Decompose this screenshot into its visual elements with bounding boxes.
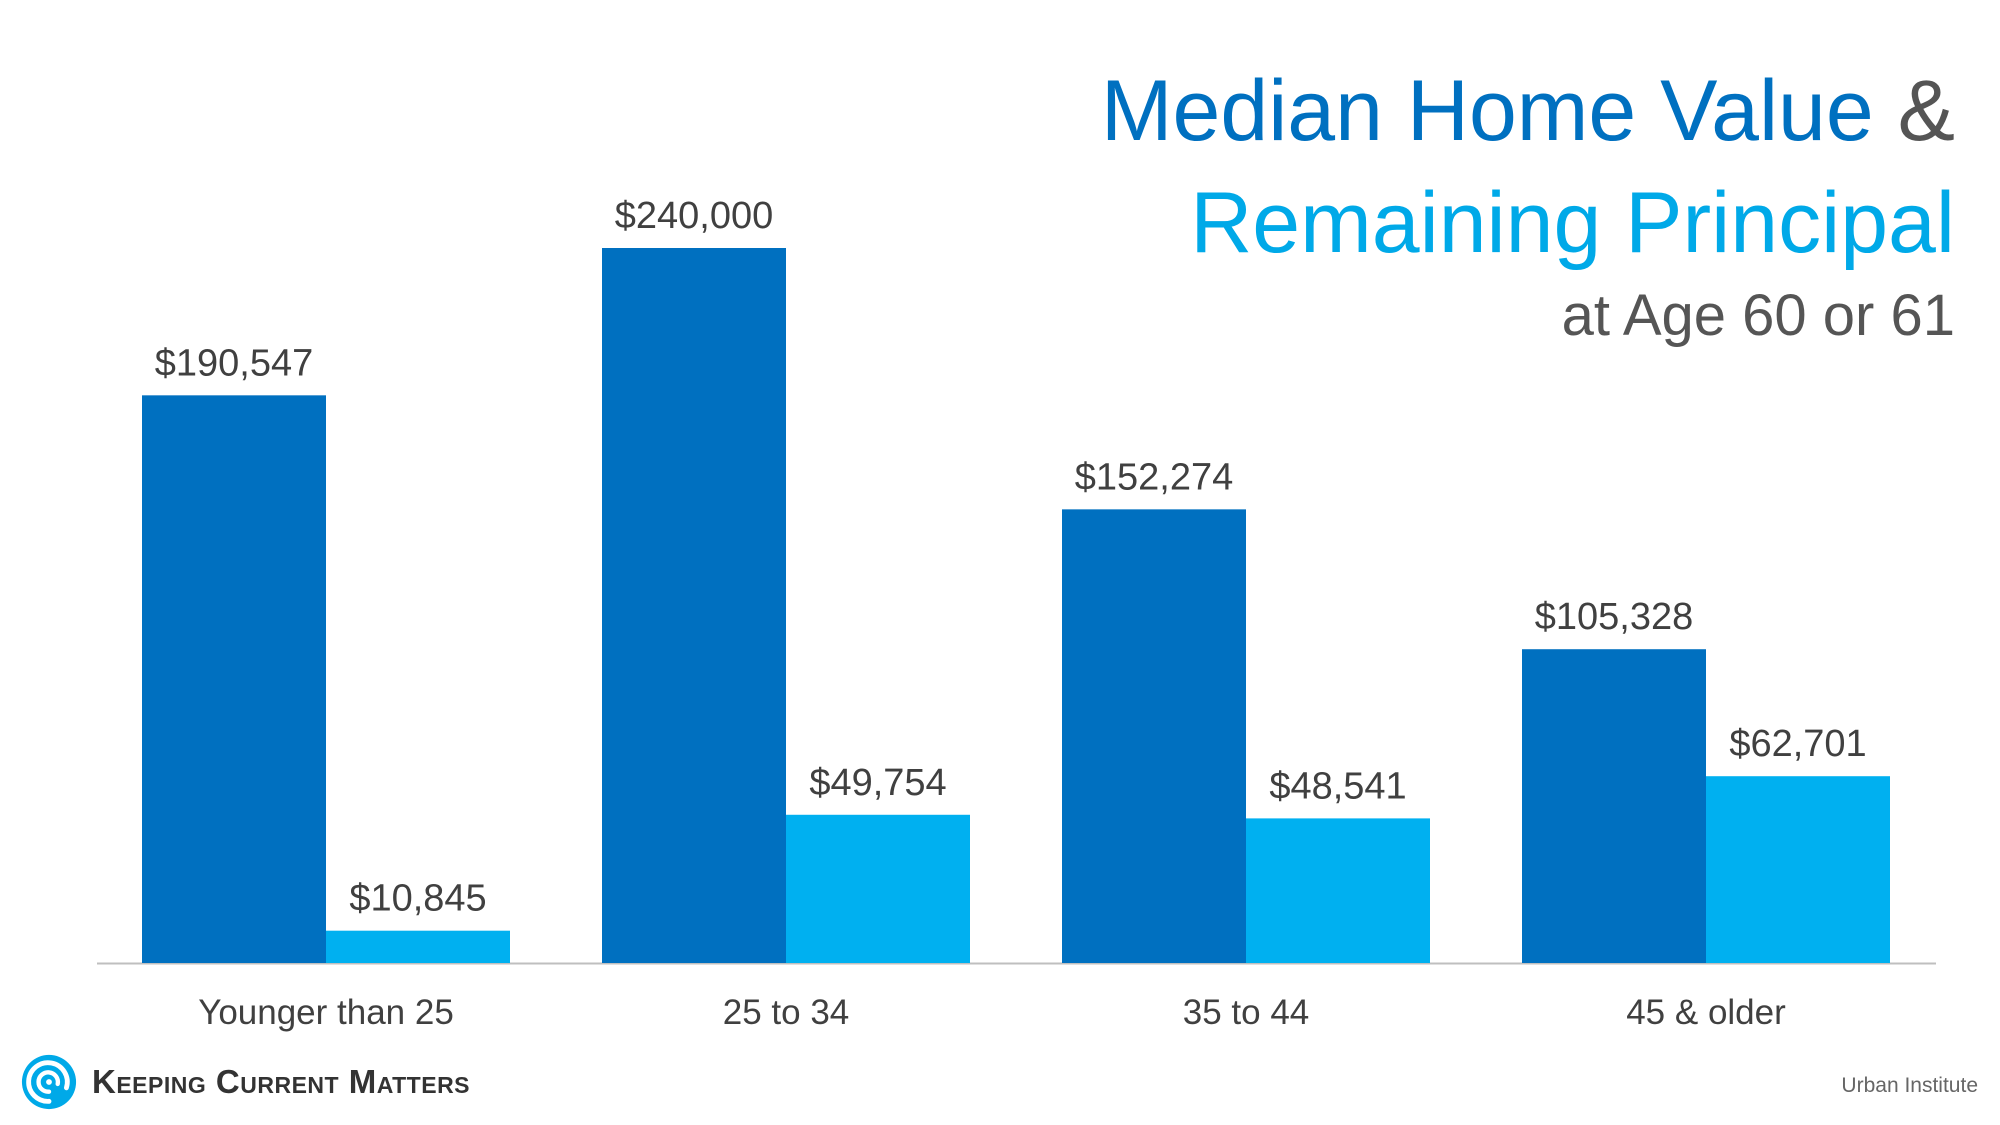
data-label-series2-3: $48,541 bbox=[1269, 765, 1406, 807]
bar-series2-3 bbox=[1246, 818, 1430, 963]
data-label-series1-2: $240,000 bbox=[615, 195, 774, 237]
category-label-4: 45 & older bbox=[1626, 993, 1786, 1032]
bar-series2-1 bbox=[326, 930, 510, 963]
title-ampersand: & bbox=[1897, 63, 1955, 159]
data-label-series1-4: $105,328 bbox=[1535, 596, 1694, 638]
data-label-series2-2: $49,754 bbox=[809, 762, 946, 804]
data-label-series1-3: $152,274 bbox=[1075, 456, 1234, 498]
bar-series1-4 bbox=[1522, 649, 1706, 963]
data-label-series2-1: $10,845 bbox=[349, 878, 486, 920]
brand-name: Keeping Current Matters bbox=[92, 1063, 471, 1100]
chart-title-line1: Median Home Value & bbox=[1101, 62, 1955, 161]
category-label-2: 25 to 34 bbox=[723, 993, 850, 1032]
bar-series2-4 bbox=[1706, 776, 1890, 963]
bar-series1-2 bbox=[602, 248, 786, 963]
bar-series1-1 bbox=[142, 395, 326, 963]
swirl-logo-icon bbox=[21, 1054, 77, 1110]
chart-title-line2: Remaining Principal bbox=[1190, 175, 1955, 271]
brand-logo: Keeping Current Matters bbox=[20, 1053, 470, 1111]
title-home-value: Median Home Value bbox=[1100, 63, 1874, 159]
chart-subtitle: at Age 60 or 61 bbox=[1561, 283, 1955, 348]
source-label: Urban Institute bbox=[1841, 1074, 1978, 1097]
data-label-series2-4: $62,701 bbox=[1729, 723, 1866, 765]
bar-series1-3 bbox=[1062, 509, 1246, 963]
bar-series2-2 bbox=[786, 814, 970, 963]
category-label-3: 35 to 44 bbox=[1183, 993, 1310, 1032]
data-label-series1-1: $190,547 bbox=[155, 342, 314, 384]
category-label-1: Younger than 25 bbox=[198, 993, 454, 1032]
